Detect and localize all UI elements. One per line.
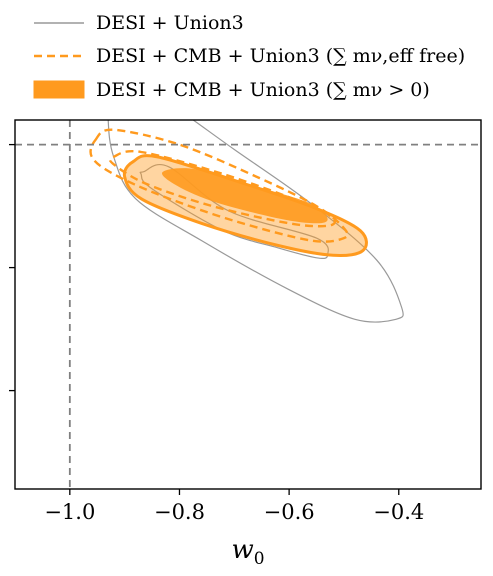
x-axis-label-subscript: 0 bbox=[254, 549, 265, 569]
x-axis-label: w0 bbox=[231, 535, 264, 569]
x-tick-label: −0.4 bbox=[373, 500, 424, 524]
axis-ticks: −1.0 −0.8 −0.6 −0.4 bbox=[9, 143, 424, 524]
legend: DESI + Union3 DESI + CMB + Union3 (∑ mν,… bbox=[33, 12, 465, 101]
legend-swatch-desi-cmb-union3-mnu bbox=[33, 80, 85, 99]
x-tick-label: −0.8 bbox=[154, 500, 205, 524]
plot-frame bbox=[14, 119, 482, 490]
x-tick-label: −1.0 bbox=[44, 500, 95, 524]
legend-label-desi-cmb-union3-mnu: DESI + CMB + Union3 (∑ mν > 0) bbox=[96, 79, 430, 101]
contour-desi-cmb-union3-m-eff-free-inner bbox=[108, 150, 336, 228]
x-axis-label-main: w bbox=[231, 535, 253, 565]
contour-desi-cmb-union3-m-eff-free-outer bbox=[89, 128, 349, 243]
x-tick-label: −0.6 bbox=[264, 500, 315, 524]
plot-area bbox=[15, 120, 481, 489]
legend-label-desi-cmb-union3-meff: DESI + CMB + Union3 (∑ mν,eff free) bbox=[96, 45, 465, 67]
contour-desi-cmb-union3-m-0-inner bbox=[161, 168, 328, 224]
contour-layer bbox=[89, 120, 404, 323]
svg-text:w0: w0 bbox=[231, 535, 264, 569]
legend-label-desi-union3: DESI + Union3 bbox=[96, 12, 244, 34]
reference-lines bbox=[15, 120, 481, 489]
